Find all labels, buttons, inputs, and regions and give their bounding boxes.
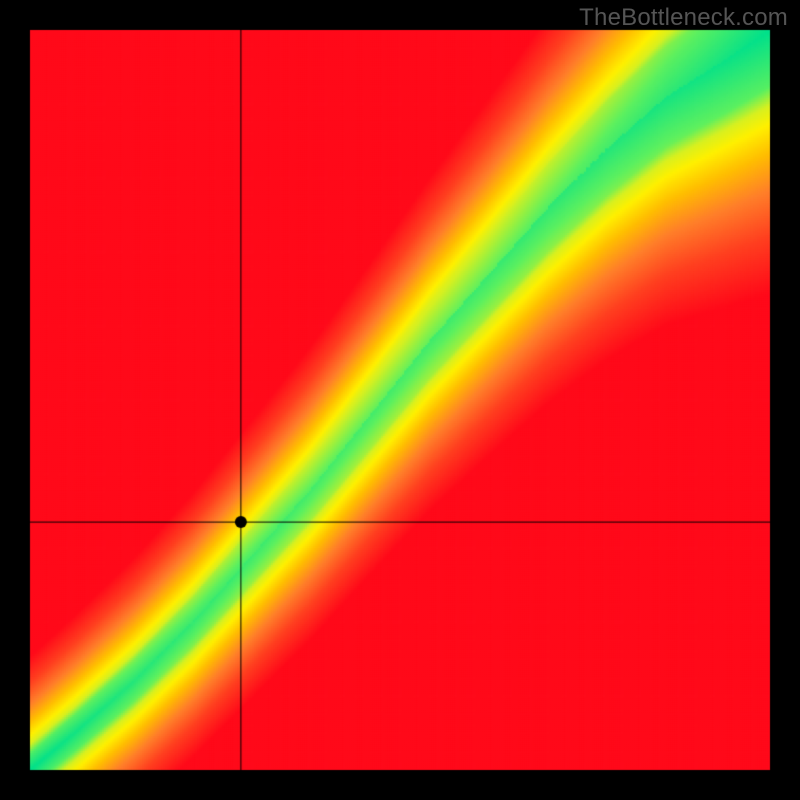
- bottleneck-heatmap: [0, 0, 800, 800]
- watermark-text: TheBottleneck.com: [579, 4, 788, 32]
